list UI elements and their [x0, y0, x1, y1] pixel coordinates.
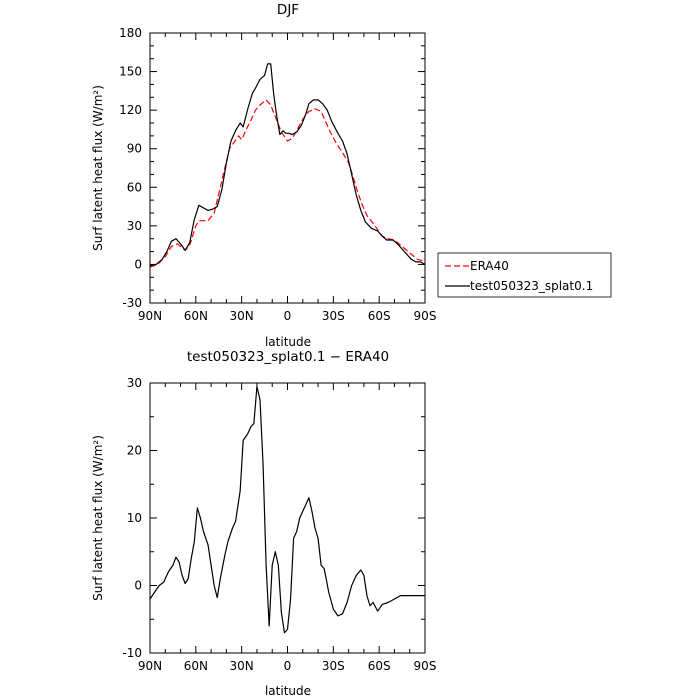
y-tick-label: 60 — [127, 180, 142, 194]
top-chart-title: DJF — [277, 2, 299, 18]
top-chart-ticks: 90N 60N 30N 0 30S 60S 90S -30 0 30 60 90 120 150 180 — [119, 26, 436, 323]
y-tick-label: -30 — [122, 296, 142, 310]
y-tick-label: 120 — [119, 103, 142, 117]
bottom-series-line-0 — [149, 385, 425, 634]
x-tick-label: 90N — [138, 659, 162, 673]
y-tick-label: 0 — [134, 257, 142, 271]
legend-label-era40: ERA40 — [470, 259, 509, 273]
bottom-chart-frame — [149, 382, 426, 654]
x-tick-label: 60S — [368, 309, 391, 323]
x-tick-label: 30N — [230, 659, 254, 673]
top-chart-legend: ERA40 test050323_splat0.1 — [437, 252, 612, 298]
x-tick-label: 90S — [414, 659, 437, 673]
y-tick-label: 0 — [134, 579, 142, 593]
x-tick-label: 60S — [368, 659, 391, 673]
y-tick-label: 90 — [127, 142, 142, 156]
top-chart-frame — [149, 32, 426, 304]
top-chart-panel: DJF latitude Surf latent heat flux (W/m²… — [91, 2, 436, 349]
top-series-line-0 — [149, 99, 426, 268]
y-tick-label: 30 — [127, 376, 142, 390]
x-tick-label: 90N — [138, 309, 162, 323]
y-tick-label: 30 — [127, 219, 142, 233]
top-chart-xlabel: latitude — [265, 335, 311, 349]
top-chart-ylabel: Surf latent heat flux (W/m²) — [91, 85, 105, 251]
x-tick-label: 60N — [184, 659, 208, 673]
x-tick-label: 0 — [284, 309, 292, 323]
y-tick-label: 150 — [119, 65, 142, 79]
x-tick-label: 30S — [322, 659, 345, 673]
y-tick-label: 10 — [127, 511, 142, 525]
y-tick-label: -10 — [122, 646, 142, 660]
bottom-chart-ylabel: Surf latent heat flux (W/m²) — [91, 435, 105, 601]
bottom-chart-panel: test050323_splat0.1 − ERA40 latitude Sur… — [91, 349, 436, 698]
x-tick-label: 0 — [284, 659, 292, 673]
y-tick-label: 180 — [119, 26, 142, 40]
top-series-line-1 — [149, 63, 426, 267]
bottom-chart-xlabel: latitude — [265, 684, 311, 698]
x-tick-label: 30N — [230, 309, 254, 323]
bottom-chart-ticks: 90N 60N 30N 0 30S 60S 90S -10 0 10 20 30 — [122, 376, 436, 673]
legend-box — [437, 252, 612, 298]
legend-label-test: test050323_splat0.1 — [470, 279, 593, 293]
bottom-chart-series — [149, 385, 425, 634]
x-tick-label: 90S — [414, 309, 437, 323]
bottom-chart-title: test050323_splat0.1 − ERA40 — [187, 349, 389, 365]
x-tick-label: 60N — [184, 309, 208, 323]
top-chart-series — [149, 63, 426, 268]
y-tick-label: 20 — [127, 444, 142, 458]
x-tick-label: 30S — [322, 309, 345, 323]
